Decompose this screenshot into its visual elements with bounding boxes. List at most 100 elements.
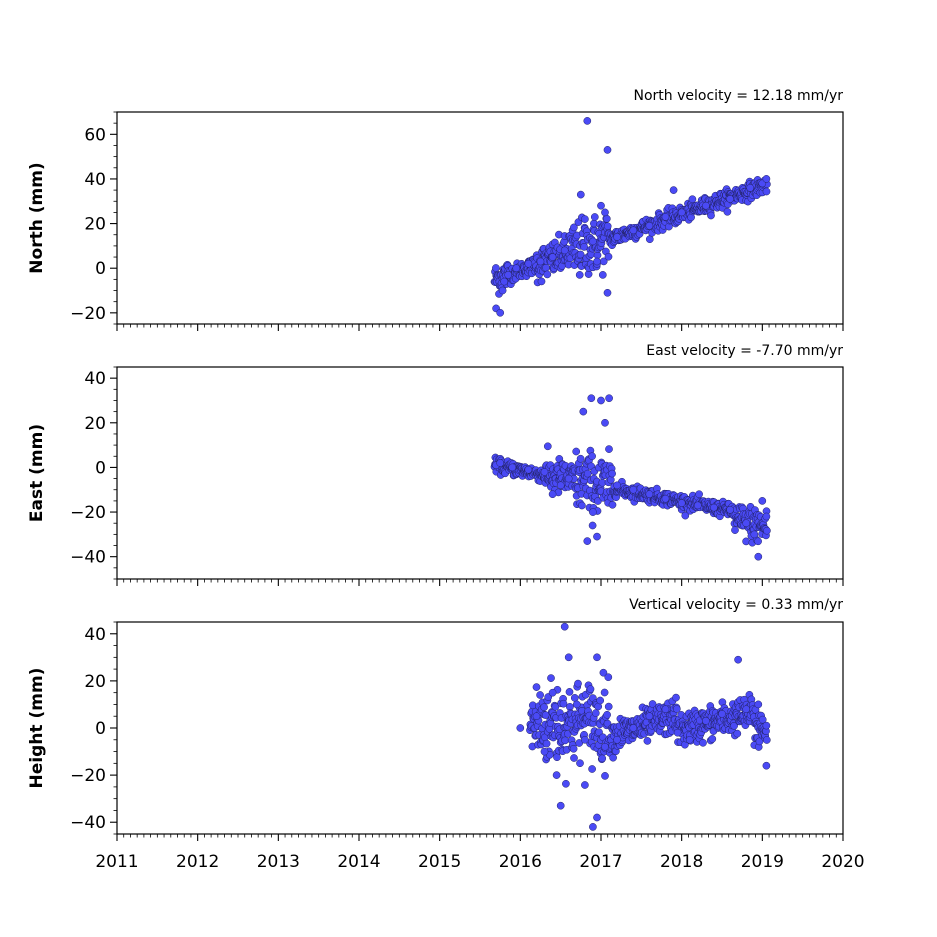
data-point [561, 736, 569, 745]
data-point [598, 271, 607, 279]
data-point [581, 735, 589, 744]
data-point [695, 490, 703, 499]
data-point [581, 215, 589, 223]
data-point [762, 512, 771, 521]
data-point [710, 503, 718, 512]
data-point [576, 250, 585, 259]
data-point [645, 221, 654, 230]
data-point [548, 490, 557, 499]
data-point [762, 187, 771, 196]
east-y-tick-label: 0 [95, 458, 106, 478]
data-point [580, 243, 588, 251]
data-point [603, 222, 612, 231]
data-point [762, 761, 771, 770]
data-point [672, 693, 680, 702]
data-point [564, 474, 573, 483]
data-point [742, 519, 751, 528]
data-point [540, 703, 548, 712]
east-y-tick-label: 40 [84, 369, 106, 389]
data-point [661, 705, 670, 714]
data-point [645, 490, 654, 499]
x-tick-label: 2014 [337, 852, 380, 872]
east-panel: East velocity = -7.70 mm/yr East (mm) 40… [27, 343, 844, 586]
data-point [574, 679, 582, 688]
data-point [516, 724, 525, 732]
east-plot-frame [116, 366, 844, 580]
data-point [707, 211, 715, 220]
east-y-tick-labels: 40 20 0 −20 −40 [70, 369, 106, 568]
data-point [540, 747, 549, 756]
data-point [726, 505, 734, 514]
x-tick-label: 2013 [257, 852, 300, 872]
data-point [601, 208, 609, 217]
north-y-axis-label: North (mm) [27, 162, 47, 273]
data-point [583, 469, 592, 478]
data-point [575, 271, 584, 279]
data-point [504, 271, 513, 279]
data-point [588, 452, 596, 461]
data-point [699, 738, 707, 747]
data-point [508, 463, 517, 472]
data-point [583, 537, 592, 545]
data-point [754, 700, 763, 709]
data-point [556, 481, 565, 490]
data-point [496, 459, 505, 467]
data-point [598, 754, 607, 763]
data-point [547, 674, 555, 682]
data-point [758, 715, 767, 724]
data-point [645, 235, 654, 244]
data-point [570, 223, 578, 232]
data-point [581, 781, 589, 789]
east-y-tick-label: −20 [70, 503, 106, 523]
data-point [572, 700, 581, 709]
data-point [754, 537, 762, 546]
data-point [537, 277, 546, 286]
data-point [672, 705, 681, 713]
data-point [560, 622, 569, 631]
data-point [685, 735, 694, 744]
data-point [532, 712, 541, 721]
data-point [750, 530, 759, 539]
height-y-tick-label: −20 [70, 766, 106, 786]
data-point [551, 702, 560, 711]
data-point [762, 736, 771, 744]
data-point [512, 264, 521, 273]
data-point [562, 779, 570, 788]
east-data-points [490, 394, 771, 561]
data-point [542, 739, 551, 748]
data-point [762, 175, 771, 183]
data-point [742, 537, 750, 546]
data-point [578, 501, 586, 510]
data-point [532, 683, 541, 691]
data-point [733, 729, 742, 738]
data-point [572, 447, 581, 456]
data-point [589, 237, 597, 246]
east-y-tick-label: −40 [70, 548, 106, 568]
data-point [608, 500, 617, 509]
height-panel-title: Vertical velocity = 0.33 mm/yr [629, 597, 843, 613]
data-point [603, 710, 611, 719]
data-point [601, 418, 609, 427]
data-point [579, 407, 588, 416]
data-point [718, 710, 726, 718]
data-point [608, 469, 616, 478]
data-point [569, 744, 578, 753]
data-point [648, 700, 657, 708]
data-point [605, 394, 613, 403]
data-point [556, 801, 565, 810]
north-y-tick-label: 60 [84, 125, 106, 145]
height-y-axis-label: Height (mm) [27, 668, 47, 789]
data-point [543, 270, 552, 279]
height-y-tick-label: 20 [84, 672, 106, 692]
data-point [586, 685, 595, 693]
north-panel-title: North velocity = 12.18 mm/yr [633, 88, 843, 104]
x-tick-label: 2019 [741, 852, 784, 872]
data-point [693, 501, 702, 510]
data-point [597, 201, 605, 210]
data-point [570, 754, 578, 762]
height-y-tick-labels: 40 20 0 −20 −40 [70, 625, 106, 833]
data-point [496, 308, 505, 317]
data-point [587, 394, 596, 403]
data-point [673, 728, 682, 737]
